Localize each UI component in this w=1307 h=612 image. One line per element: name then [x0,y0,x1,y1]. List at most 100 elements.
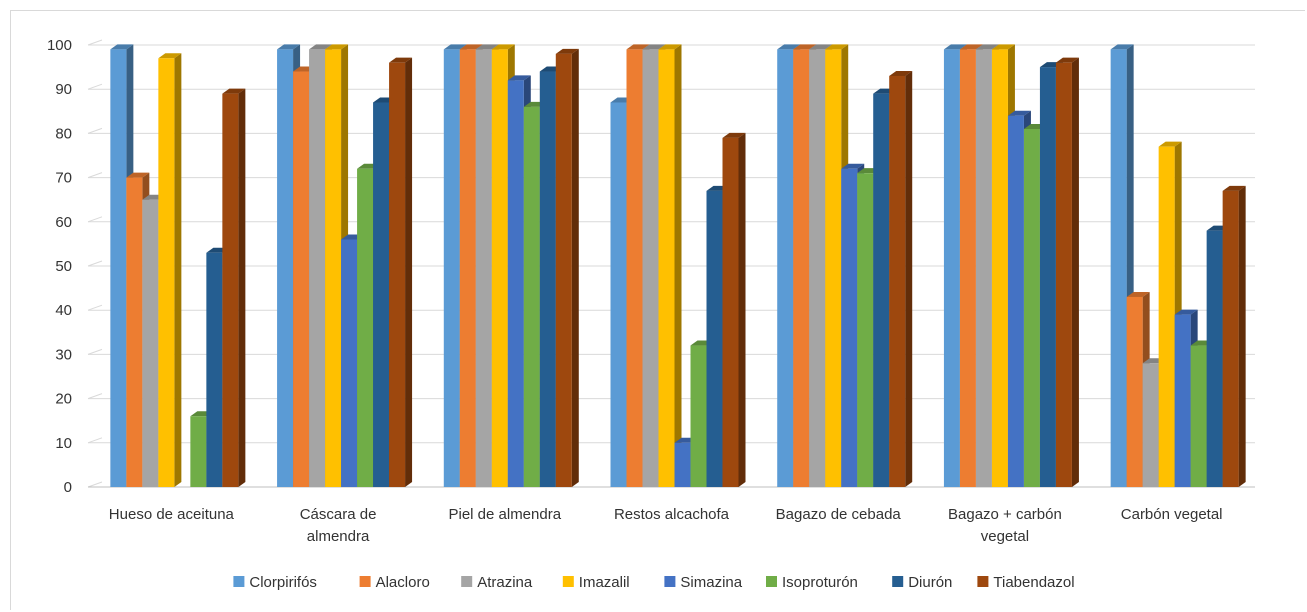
bar [873,93,890,488]
bar [555,53,572,488]
gridline [87,260,103,267]
gridline [87,481,103,488]
bar-top [642,44,666,50]
bar-top [889,70,913,76]
bar [389,62,406,488]
bar [857,173,874,487]
bar-top [491,44,515,50]
bar [1126,296,1143,487]
bar [293,71,310,488]
x-tick-label: Carbón vegetal [1121,506,1223,523]
bar-top [443,44,467,50]
bar-side [238,88,246,488]
bar-top [110,44,134,50]
y-tick-label: 60 [55,214,72,231]
bar [206,252,223,487]
y-tick-label: 50 [55,258,72,275]
gridline [87,304,103,311]
bar [142,199,159,487]
y-tick-label: 20 [55,391,72,408]
bar [642,49,659,488]
bar [341,239,358,487]
bar-top [555,48,579,54]
bar-top [975,44,999,50]
y-tick-label: 40 [55,302,72,319]
bar [277,49,294,488]
bar [126,177,143,487]
gridline [87,437,103,444]
bar-side [1238,185,1246,488]
legend-label: Atrazina [477,574,533,591]
legend-label: Clorpirifós [249,574,317,591]
bar [889,75,906,487]
bar-top [1007,110,1031,116]
legend-label: Imazalil [579,574,630,591]
bar-top [1055,57,1079,63]
bar [459,49,476,488]
bar-side [738,132,746,487]
bar [523,106,540,487]
y-tick-label: 0 [64,479,72,496]
gridline [87,83,103,90]
legend-swatch [664,576,676,587]
legend-swatch [461,576,473,587]
bar [991,49,1008,488]
bar [1190,345,1207,487]
bar-top [825,44,849,50]
bar [1007,115,1024,487]
bar [1055,62,1072,488]
y-tick-label: 30 [55,346,72,363]
bar [1023,128,1040,488]
bar [1158,146,1175,487]
bar-side [405,57,413,488]
bar-top [841,163,865,169]
bar [373,102,390,488]
y-tick-label: 80 [55,125,72,142]
bar [658,49,675,488]
legend-label: Diurón [908,574,952,591]
bar-top [1222,185,1246,191]
bar [1039,67,1056,487]
gridline [87,39,103,46]
bar [110,49,127,488]
bar-top [1174,309,1198,315]
legend-swatch [233,576,245,587]
bar-top [325,44,349,50]
x-tick-label: Hueso de aceituna [109,506,235,523]
y-tick-label: 10 [55,435,72,452]
x-tick-label: Piel de almendra [448,506,561,523]
bar-top [991,44,1015,50]
bar [610,102,627,488]
bar-top [658,44,682,50]
bar [190,416,207,487]
x-tick-label: Restos alcachofa [614,506,730,523]
bar-top [309,44,333,50]
bar [507,80,524,488]
bar [325,49,342,488]
legend-label: Simazina [680,574,742,591]
x-tick-label: vegetal [981,528,1029,545]
bar-side [905,70,913,487]
bar [793,49,810,488]
bar [443,49,460,488]
bar-top [389,57,413,63]
bar [309,49,326,488]
legend-swatch [892,576,904,587]
bar-side [174,53,182,487]
x-tick-label: almendra [307,528,370,545]
gridline [87,393,103,400]
bar [722,137,739,487]
gridline [87,216,103,223]
bar [959,49,976,488]
legend-label: Tiabendazol [993,574,1074,591]
bar [539,71,556,488]
gridline [87,127,103,134]
bar-top [626,44,650,50]
bar-top [809,44,833,50]
y-tick-label: 100 [47,37,72,54]
gridline [87,172,103,179]
x-tick-label: Bagazo de cebada [776,506,902,523]
bar-top [959,44,983,50]
bar-top [777,44,801,50]
